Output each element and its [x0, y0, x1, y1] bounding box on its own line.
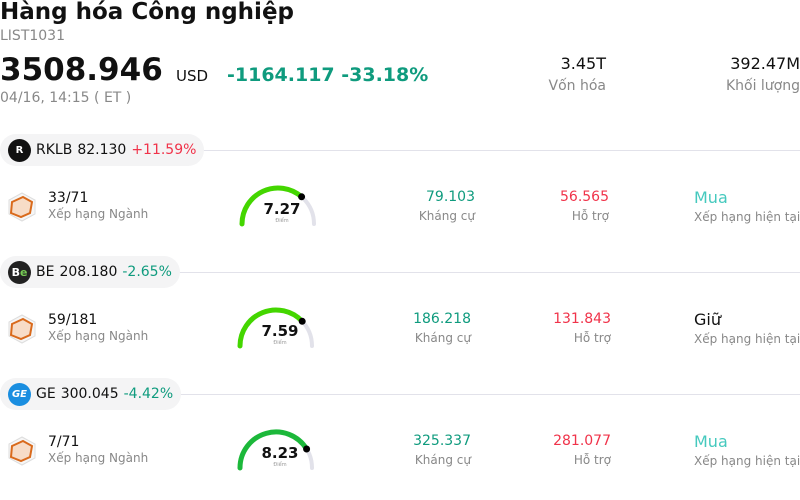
current-rating-label: Xếp hạng hiện tại [694, 332, 800, 346]
score-gauge [239, 185, 316, 227]
divider [0, 150, 800, 151]
stock-row[interactable]: R RKLB 82.130 +11.59% 33/71 Xếp hạng Ngà… [0, 134, 800, 256]
industry-rank-label: Xếp hạng Ngành [48, 451, 149, 465]
industry-rank-label: Xếp hạng Ngành [48, 329, 149, 343]
support-value: 281.077 [553, 433, 611, 449]
resistance-value: 79.103 [426, 189, 475, 205]
volume-label: Khối lượng [725, 78, 800, 94]
resistance-value: 186.218 [413, 311, 471, 327]
gauge-marker [298, 193, 306, 201]
market-cap-value: 3.45T [560, 54, 606, 73]
page-title: Hàng hóa Công nghiệp [0, 0, 295, 25]
gauge-marker [298, 317, 306, 325]
stock-chip[interactable]: GE GE 300.045 -4.42% [0, 378, 182, 410]
radar-chart-icon [8, 314, 36, 344]
resistance-label: Kháng cự [414, 453, 471, 467]
score-gauge [237, 307, 314, 349]
list-code: LIST1031 [0, 28, 65, 44]
index-price: 3508.946 [0, 52, 163, 88]
stock-row[interactable]: GE GE 300.045 -4.42% 7/71 Xếp hạng Ngành… [0, 378, 800, 500]
industry-rank: 7/71 [48, 434, 80, 450]
stock-symbol: RKLB [36, 142, 73, 158]
gauge-marker [303, 445, 311, 453]
score-gauge [237, 429, 314, 471]
resistance-value: 325.337 [413, 433, 471, 449]
divider [0, 394, 800, 395]
stock-change: -4.42% [123, 386, 174, 402]
current-rating: Mua [694, 432, 728, 451]
currency: USD [176, 67, 209, 85]
stock-chip[interactable]: R RKLB 82.130 +11.59% [0, 134, 205, 166]
market-cap-label: Vốn hóa [548, 78, 606, 94]
resistance-label: Kháng cự [418, 209, 475, 223]
stock-price: 300.045 [60, 386, 119, 402]
current-rating-label: Xếp hạng hiện tại [694, 454, 800, 468]
industry-rank-label: Xếp hạng Ngành [48, 207, 149, 221]
radar-chart-icon [8, 192, 36, 222]
divider [0, 272, 800, 273]
support-label: Hỗ trợ [571, 209, 609, 223]
score-value: 7.59 [261, 322, 299, 340]
stock-price: 82.130 [77, 142, 127, 158]
rocket-lab-logo: R [8, 138, 31, 162]
price-change: -1164.117 -33.18% [227, 64, 429, 86]
current-rating: Mua [694, 188, 728, 207]
score-label: Điểm [273, 462, 287, 468]
stock-symbol: GE [36, 386, 56, 402]
radar-chart-icon [8, 436, 36, 466]
stock-symbol: BE [36, 264, 55, 280]
industry-rank: 33/71 [48, 190, 89, 206]
ge-logo: GE [8, 382, 31, 406]
gauge-fill [239, 185, 305, 227]
gauge-fill [237, 307, 305, 349]
score-label: Điểm [273, 340, 287, 346]
support-label: Hỗ trợ [573, 331, 611, 345]
industry-rank: 59/181 [48, 312, 98, 328]
current-rating: Giữ [694, 310, 721, 329]
support-label: Hỗ trợ [573, 453, 611, 467]
resistance-label: Kháng cự [414, 331, 471, 345]
current-rating-label: Xếp hạng hiện tại [694, 210, 800, 224]
gauge-fill [237, 429, 310, 471]
timestamp: 04/16, 14:15 ( ET ) [0, 90, 132, 106]
support-value: 56.565 [560, 189, 609, 205]
stock-change: +11.59% [131, 142, 197, 158]
score-value: 7.27 [263, 200, 301, 218]
score-value: 8.23 [261, 444, 299, 462]
stock-change: -2.65% [122, 264, 172, 280]
volume-value: 392.47M [730, 54, 800, 73]
stock-price: 208.180 [59, 264, 118, 280]
score-label: Điểm [275, 218, 289, 224]
support-value: 131.843 [553, 311, 611, 327]
